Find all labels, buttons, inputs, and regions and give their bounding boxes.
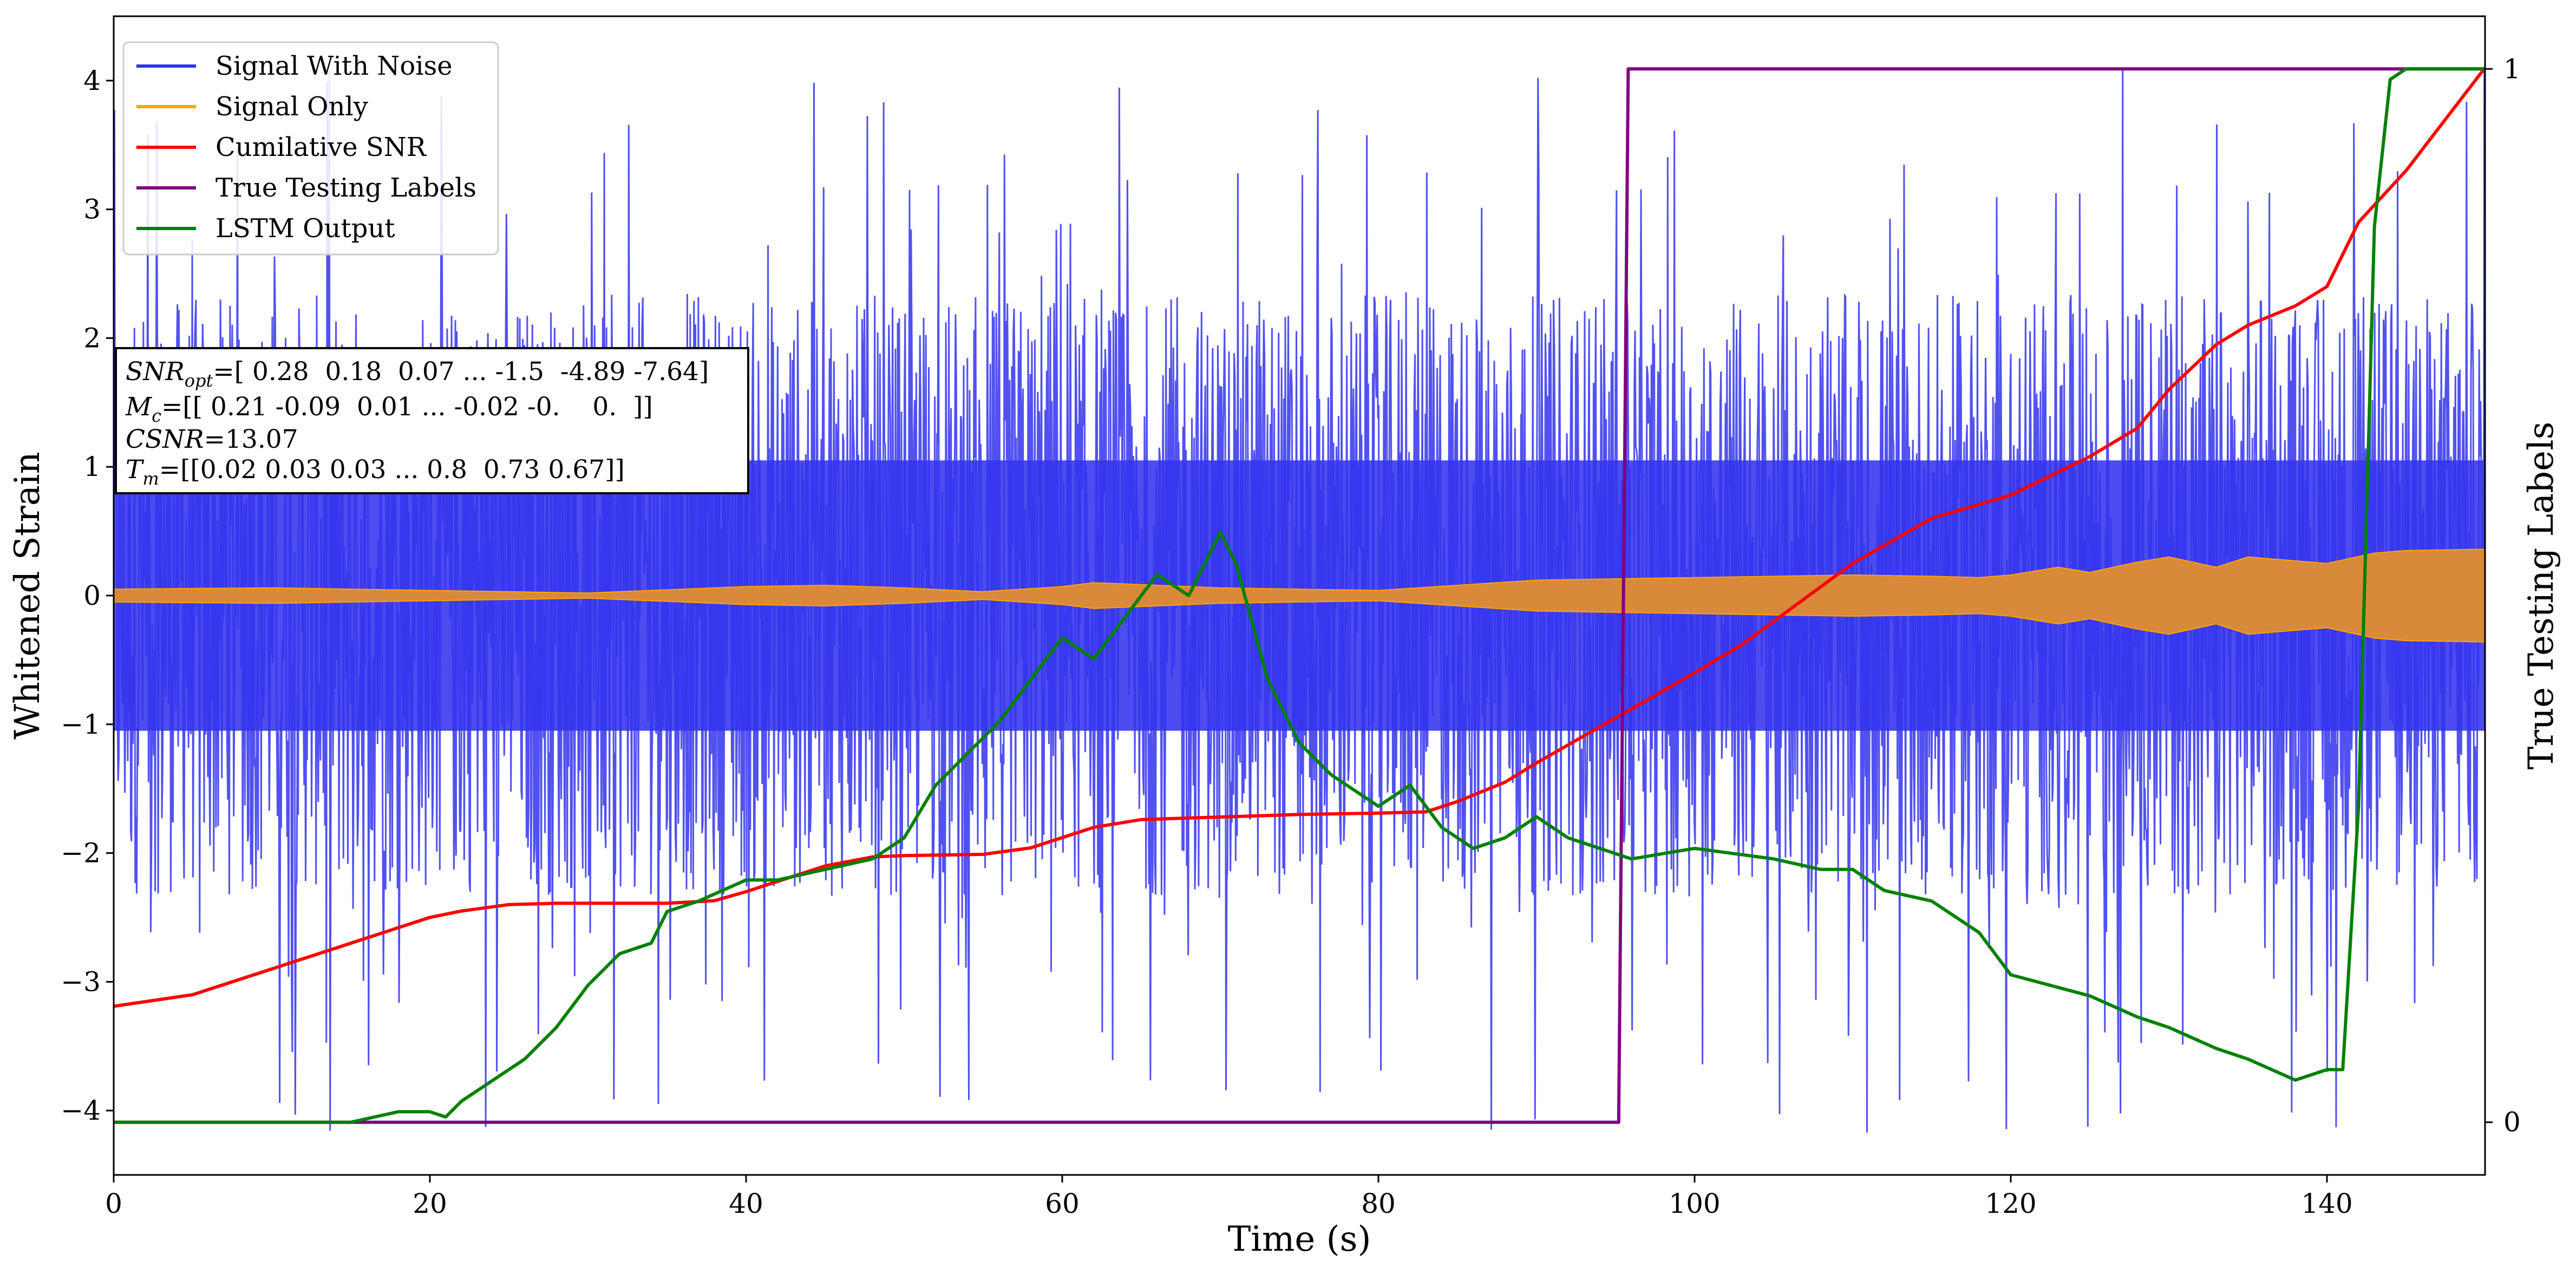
legend-items: Signal With Noise Signal Only Cumilative S… <box>136 51 476 244</box>
annotation-line-snr: SNRopt=[ 0.28 0.18 0.07 ... -1.5 -4.89 -… <box>126 357 709 391</box>
mc-label: M <box>125 392 153 422</box>
legend-label: Signal With Noise <box>215 51 453 81</box>
annotation-line-mc: Mc=[[ 0.21 -0.09 0.01 ... -0.02 -0. 0. ]… <box>125 392 653 426</box>
x-axis-label: Time (s) <box>1228 1219 1371 1259</box>
x-tick-label: 20 <box>413 1188 447 1219</box>
lines-layer <box>114 67 2485 1124</box>
x-tick-label: 60 <box>1045 1188 1080 1219</box>
y-tick-label: 4 <box>83 65 101 96</box>
x-axis-ticks: 0 20 40 60 80 100 120 140 <box>105 1175 2353 1219</box>
legend-frame <box>122 41 499 256</box>
legend-label: Signal Only <box>215 92 368 122</box>
x-tick-label: 140 <box>2301 1188 2352 1219</box>
csnr-value: =13.07 <box>204 424 298 454</box>
annotation-box: SNRopt=[ 0.28 0.18 0.07 ... -1.5 -4.89 -… <box>115 347 749 494</box>
x-tick-label: 120 <box>1985 1188 2036 1219</box>
y-tick-label: 2 <box>83 322 101 354</box>
y-tick-label: −3 <box>61 966 101 997</box>
true-testing-labels-line <box>114 67 2485 1124</box>
x-tick-label: 0 <box>105 1188 122 1219</box>
y2-axis-label: True Testing Labels <box>2521 422 2561 770</box>
signal-only-band <box>114 548 2485 643</box>
signal-only-layer <box>114 548 2485 643</box>
cumulative-snr-line <box>114 67 2485 1008</box>
y-tick-label: −4 <box>61 1095 101 1126</box>
annotation-line-tm: Tm=[[0.02 0.03 0.03 ... 0.8 0.73 0.67]] <box>126 455 625 489</box>
plot-area <box>114 67 2485 1133</box>
mc-value: =[[ 0.21 -0.09 0.01 ... -0.02 -0. 0. ]] <box>161 392 653 422</box>
snr-sub: opt <box>185 370 213 391</box>
x-tick-label: 40 <box>729 1188 763 1219</box>
y-tick-label: 1 <box>83 451 101 482</box>
y-tick-label: −1 <box>61 709 101 740</box>
y-tick-label: 0 <box>83 580 101 611</box>
annotation-frame <box>115 347 749 494</box>
snr-value: =[ 0.28 0.18 0.07 ... -1.5 -4.89 -7.64] <box>213 357 709 387</box>
annotation-line-csnr: CSNR=13.07 <box>126 424 298 454</box>
y-tick-label: 3 <box>83 194 101 225</box>
y-axis-label: Whitened Strain <box>8 452 48 739</box>
tm-value: =[[0.02 0.03 0.03 ... 0.8 0.73 0.67]] <box>159 455 625 485</box>
y2-tick-label: 1 <box>2503 53 2521 84</box>
legend-label: Cumilative SNR <box>215 132 427 162</box>
y-axis-ticks: −4 −3 −2 −1 0 1 2 3 4 <box>61 65 114 1126</box>
legend: Signal With Noise Signal Only Cumilative S… <box>122 41 499 256</box>
lstm-output-line <box>114 67 2485 1124</box>
snr-label: SNR <box>126 357 185 387</box>
tm-sub: m <box>142 468 159 489</box>
legend-label: LSTM Output <box>215 213 395 244</box>
x-tick-label: 80 <box>1361 1188 1396 1219</box>
legend-label: True Testing Labels <box>215 173 476 203</box>
mc-sub: c <box>152 406 161 426</box>
tm-label: T <box>126 455 145 485</box>
x-tick-label: 100 <box>1669 1188 1720 1219</box>
y-tick-label: −2 <box>61 838 101 869</box>
y2-tick-label: 0 <box>2503 1107 2521 1138</box>
csnr-label: CSNR <box>126 424 204 454</box>
y2-axis-ticks: 01 <box>2485 53 2521 1138</box>
